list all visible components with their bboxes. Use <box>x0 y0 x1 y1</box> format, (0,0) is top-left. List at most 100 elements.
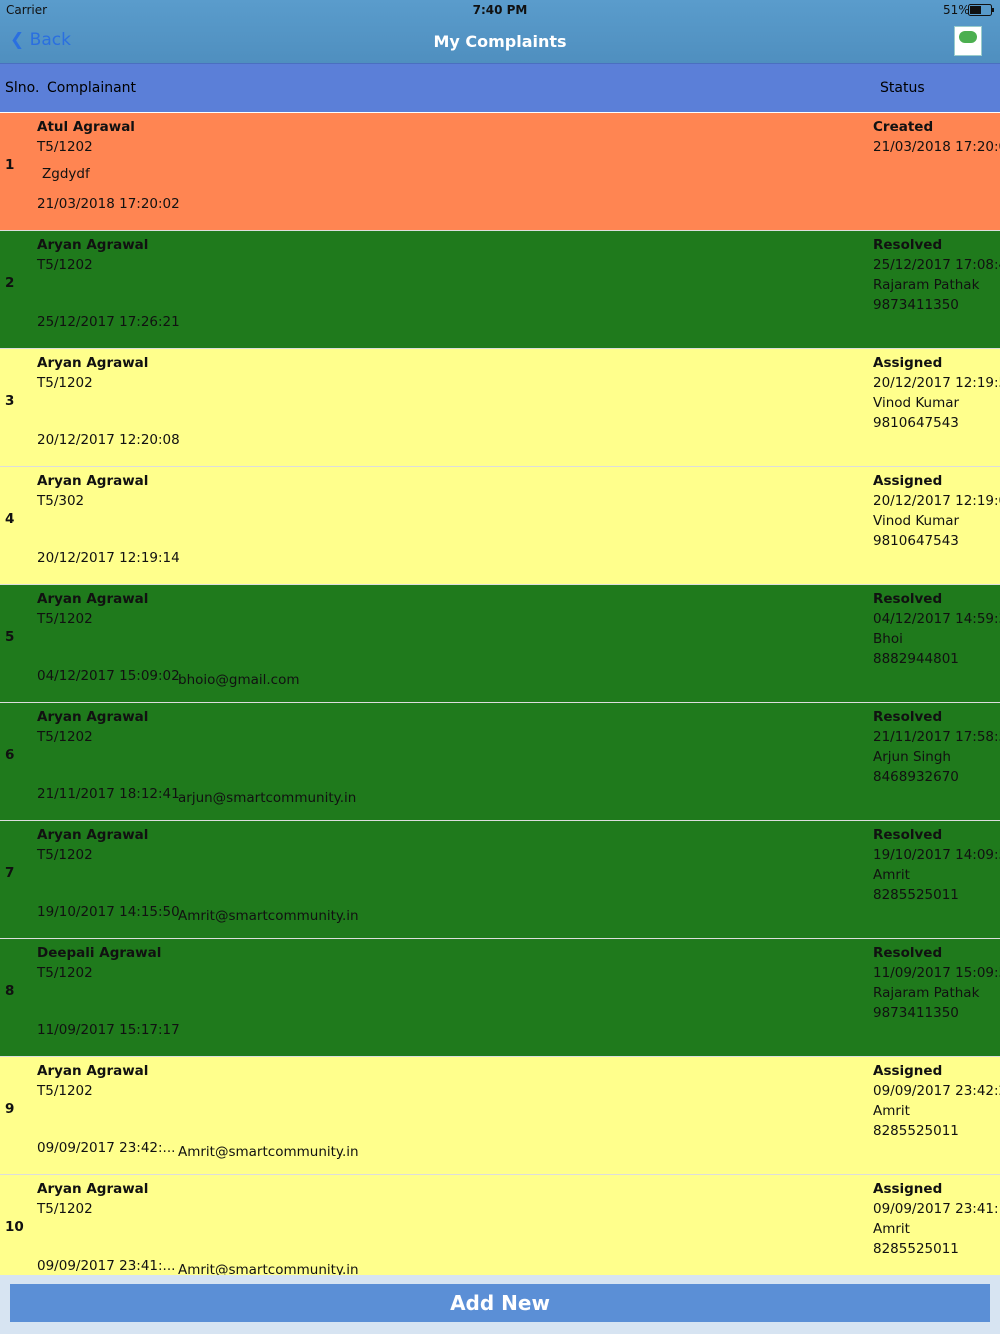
slno: 6 <box>5 747 15 763</box>
flat: T5/1202 <box>37 1201 93 1217</box>
complaint-row[interactable]: 5 Aryan Agrawal T5/1202 04/12/2017 15:09:02… <box>0 585 1000 703</box>
status: Resolved <box>873 237 943 253</box>
status: Created <box>873 119 934 135</box>
assignee: Vinod Kumar <box>873 395 960 411</box>
footer: Add New <box>0 1275 1000 1334</box>
date: 21/11/2017 18:12:41 <box>37 786 180 802</box>
email: arjun@smartcommunity.in <box>178 790 357 806</box>
date: 09/09/2017 23:41:... <box>37 1258 176 1274</box>
email: bhoio@gmail.com <box>178 672 300 688</box>
date: 21/03/2018 17:20:02 <box>37 196 180 212</box>
status-date: 09/09/2017 23:41:1 <box>873 1201 1000 1217</box>
assignee: Amrit <box>873 1103 910 1119</box>
status-date: 20/12/2017 12:19:0 <box>873 493 1000 509</box>
complaint-row[interactable]: 10 Aryan Agrawal T5/1202 09/09/2017 23:41:.… <box>0 1175 1000 1275</box>
flat: T5/302 <box>37 493 85 509</box>
status: Assigned <box>873 355 943 371</box>
date: 20/12/2017 12:19:14 <box>37 550 180 566</box>
complainant-name: Aryan Agrawal <box>37 591 149 607</box>
complainant-name: Aryan Agrawal <box>37 827 149 843</box>
assignee: Vinod Kumar <box>873 513 960 529</box>
status-date: 19/10/2017 14:09:5 <box>873 847 1000 863</box>
status-date: 25/12/2017 17:08:4 <box>873 257 1000 273</box>
nav-bar: Carrier 7:40 PM 51% ❮ Back My Complaints <box>0 0 1000 63</box>
status-date: 21/03/2018 17:20:0 <box>873 139 1000 155</box>
phone: 8882944801 <box>873 651 959 667</box>
flat: T5/1202 <box>37 611 93 627</box>
slno: 1 <box>5 157 15 173</box>
status: Assigned <box>873 1181 943 1197</box>
status-date: 11/09/2017 15:09:5 <box>873 965 1000 981</box>
slno: 9 <box>5 1101 15 1117</box>
add-new-button[interactable]: Add New <box>10 1284 990 1322</box>
slno: 2 <box>5 275 15 291</box>
status: Resolved <box>873 827 943 843</box>
complaint-row[interactable]: 4 Aryan Agrawal T5/302 20/12/2017 12:19:14 A… <box>0 467 1000 585</box>
complainant-name: Aryan Agrawal <box>37 237 149 253</box>
header-complainant: Complainant <box>47 80 137 96</box>
complainant-name: Aryan Agrawal <box>37 1181 149 1197</box>
phone: 8285525011 <box>873 887 959 903</box>
complaint-list: 1 Atul Agrawal T5/1202 Zgdydf 21/03/2018 17:… <box>0 113 1000 1275</box>
slno: 7 <box>5 865 15 881</box>
complainant-name: Deepali Agrawal <box>37 945 162 961</box>
date: 04/12/2017 15:09:02 <box>37 668 180 684</box>
flat: T5/1202 <box>37 375 93 391</box>
date: 19/10/2017 14:15:50 <box>37 904 180 920</box>
complaint-row[interactable]: 6 Aryan Agrawal T5/1202 21/11/2017 18:12:41… <box>0 703 1000 821</box>
date: 25/12/2017 17:26:21 <box>37 314 180 330</box>
phone: 8468932670 <box>873 769 959 785</box>
status-date: 04/12/2017 14:59:3 <box>873 611 1000 627</box>
complaint-row[interactable]: 9 Aryan Agrawal T5/1202 09/09/2017 23:42:..… <box>0 1057 1000 1175</box>
time: 7:40 PM <box>472 3 528 17</box>
status-date: 09/09/2017 23:42:2 <box>873 1083 1000 1099</box>
phone: 9873411350 <box>873 1005 959 1021</box>
back-label[interactable]: Back <box>29 30 71 50</box>
status: Resolved <box>873 709 943 725</box>
slno: 10 <box>5 1219 24 1235</box>
slno: 4 <box>5 511 15 527</box>
status-date: 20/12/2017 12:19:5 <box>873 375 1000 391</box>
flat: T5/1202 <box>37 965 93 981</box>
battery-icon <box>968 4 994 16</box>
flat: T5/1202 <box>37 139 93 155</box>
assignee: Rajaram Pathak <box>873 985 980 1001</box>
complaint-row[interactable]: 7 Aryan Agrawal T5/1202 19/10/2017 14:15:50… <box>0 821 1000 939</box>
header-status: Status <box>880 80 925 96</box>
assignee: Bhoi <box>873 631 903 647</box>
complainant-name: Atul Agrawal <box>37 119 135 135</box>
complaint-row[interactable]: 2 Aryan Agrawal T5/1202 25/12/2017 17:26:21… <box>0 231 1000 349</box>
battery-text: 51% <box>943 3 970 17</box>
complainant-name: Aryan Agrawal <box>37 709 149 725</box>
status: Resolved <box>873 945 943 961</box>
slno: 8 <box>5 983 15 999</box>
flat: T5/1202 <box>37 729 93 745</box>
date: 20/12/2017 12:20:08 <box>37 432 180 448</box>
assignee: Amrit <box>873 1221 910 1237</box>
date: 09/09/2017 23:42:... <box>37 1140 176 1156</box>
date: 11/09/2017 15:17:17 <box>37 1022 180 1038</box>
slno: 3 <box>5 393 15 409</box>
carrier: Carrier <box>6 3 48 17</box>
logo <box>954 26 982 56</box>
phone: 9873411350 <box>873 297 959 313</box>
email: Amrit@smartcommunity.in <box>178 1144 359 1160</box>
assignee: Arjun Singh <box>873 749 951 765</box>
flat: T5/1202 <box>37 1083 93 1099</box>
assignee: Rajaram Pathak <box>873 277 980 293</box>
complainant-name: Aryan Agrawal <box>37 473 149 489</box>
header-slno: Slno. <box>5 80 40 96</box>
table-header: Slno. Complainant Status <box>0 63 1000 112</box>
phone: 9810647543 <box>873 533 959 549</box>
slno: 5 <box>5 629 15 645</box>
complainant-name: Aryan Agrawal <box>37 1063 149 1079</box>
complaint-row[interactable]: 1 Atul Agrawal T5/1202 Zgdydf 21/03/2018 17:… <box>0 113 1000 231</box>
phone: 8285525011 <box>873 1241 959 1257</box>
status: Assigned <box>873 473 943 489</box>
status: Assigned <box>873 1063 943 1079</box>
back-button[interactable]: ❮ Back <box>10 30 71 50</box>
flat: T5/1202 <box>37 847 93 863</box>
complaint-row[interactable]: 3 Aryan Agrawal T5/1202 20/12/2017 12:20:08… <box>0 349 1000 467</box>
complaint-row[interactable]: 8 Deepali Agrawal T5/1202 11/09/2017 15:17:… <box>0 939 1000 1057</box>
